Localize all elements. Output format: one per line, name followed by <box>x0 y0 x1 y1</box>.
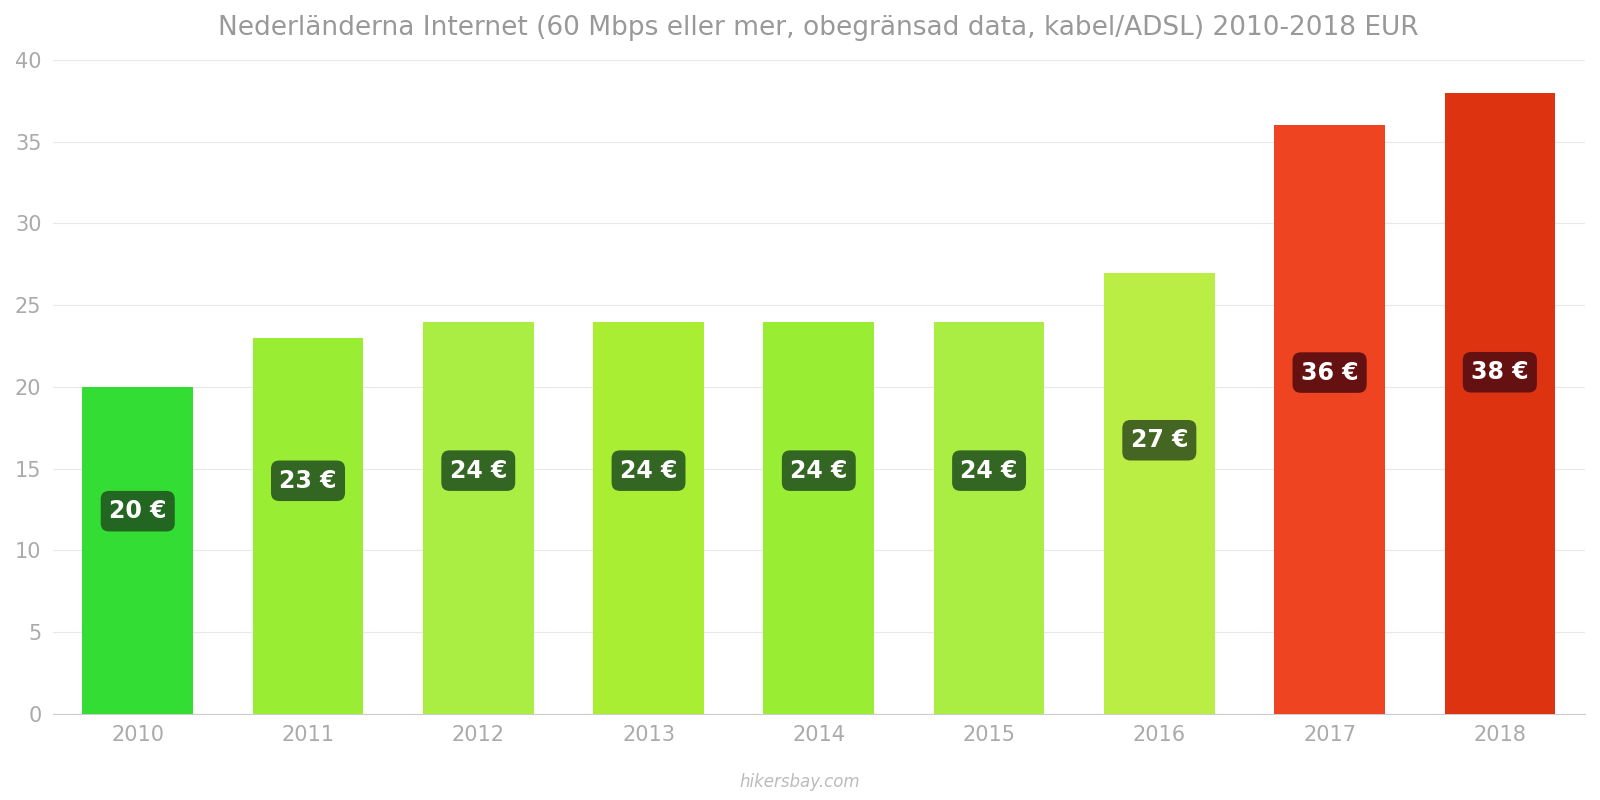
Bar <box>594 322 704 714</box>
Text: 24 €: 24 € <box>619 458 677 482</box>
Text: 23 €: 23 € <box>280 469 336 493</box>
Bar <box>253 338 363 714</box>
Bar <box>1445 93 1555 714</box>
Text: 24 €: 24 € <box>960 458 1018 482</box>
Bar <box>1104 273 1214 714</box>
Title: Nederländerna Internet (60 Mbps eller mer, obegränsad data, kabel/ADSL) 2010-201: Nederländerna Internet (60 Mbps eller me… <box>219 15 1419 41</box>
Bar <box>1274 126 1386 714</box>
Bar <box>934 322 1045 714</box>
Text: 24 €: 24 € <box>450 458 507 482</box>
Text: 27 €: 27 € <box>1131 428 1189 452</box>
Text: 20 €: 20 € <box>109 499 166 523</box>
Text: 36 €: 36 € <box>1301 361 1358 385</box>
Bar <box>763 322 874 714</box>
Bar <box>83 387 194 714</box>
Bar <box>422 322 534 714</box>
Text: 38 €: 38 € <box>1470 360 1528 384</box>
Text: 24 €: 24 € <box>790 458 848 482</box>
Text: hikersbay.com: hikersbay.com <box>739 774 861 791</box>
